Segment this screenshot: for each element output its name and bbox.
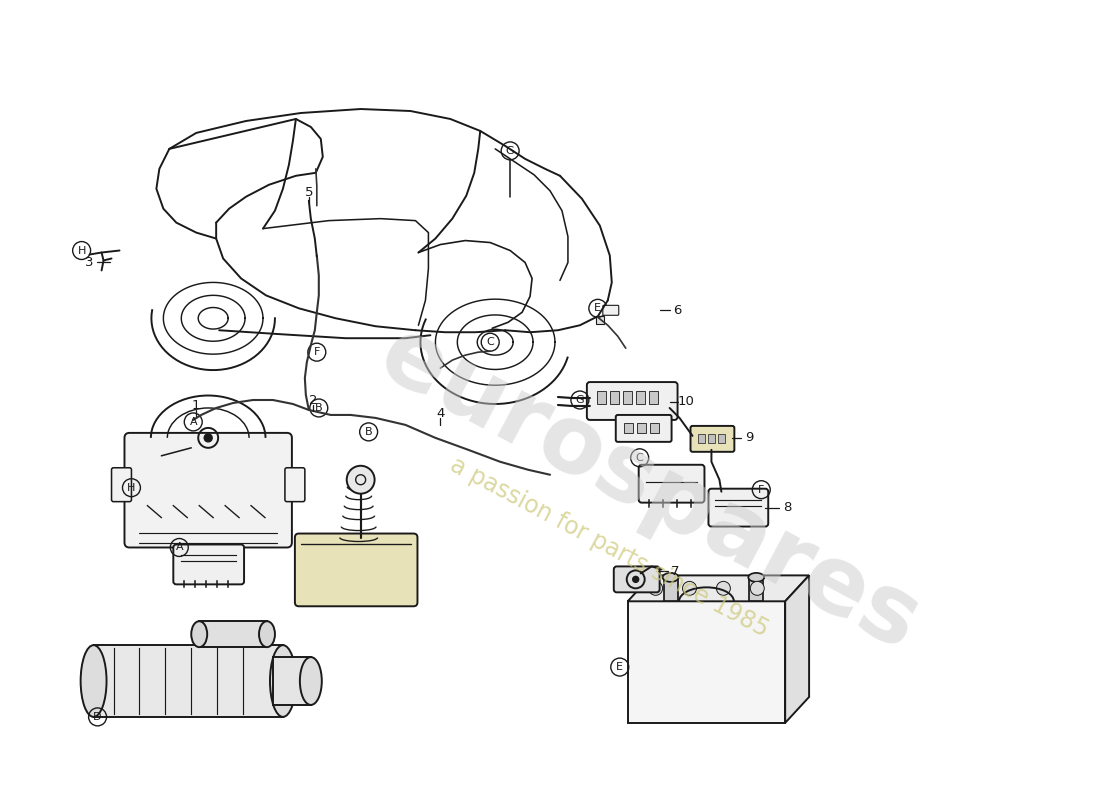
Ellipse shape	[270, 645, 296, 717]
Text: D: D	[94, 712, 102, 722]
Text: E: E	[616, 662, 624, 672]
Text: 2: 2	[309, 394, 317, 407]
Bar	[94, 645, 283, 717]
Bar	[649, 391, 658, 404]
Bar	[718, 434, 725, 443]
Bar	[596, 316, 604, 324]
FancyBboxPatch shape	[295, 534, 418, 606]
Text: 8: 8	[783, 501, 791, 514]
Bar	[628, 602, 785, 723]
FancyBboxPatch shape	[174, 545, 244, 584]
Text: 5: 5	[305, 186, 314, 199]
Text: F: F	[758, 485, 764, 494]
Text: C: C	[486, 338, 494, 347]
FancyBboxPatch shape	[111, 468, 132, 502]
Ellipse shape	[258, 622, 275, 647]
Text: H: H	[128, 482, 135, 493]
Text: eurospares: eurospares	[364, 309, 935, 670]
Ellipse shape	[191, 622, 207, 647]
Bar	[273, 657, 311, 705]
FancyBboxPatch shape	[285, 468, 305, 502]
Bar	[624, 423, 632, 433]
Bar	[623, 391, 631, 404]
Text: H: H	[77, 246, 86, 255]
Circle shape	[750, 582, 764, 595]
Bar	[597, 391, 606, 404]
Ellipse shape	[748, 573, 764, 582]
FancyBboxPatch shape	[587, 382, 678, 420]
Bar	[636, 391, 645, 404]
Text: F: F	[314, 347, 320, 357]
Text: G: G	[575, 395, 584, 405]
Circle shape	[716, 582, 730, 595]
Polygon shape	[785, 575, 810, 723]
Text: a passion for parts since 1985: a passion for parts since 1985	[447, 453, 773, 642]
FancyBboxPatch shape	[616, 415, 672, 442]
Ellipse shape	[300, 657, 322, 705]
Text: E: E	[594, 303, 602, 314]
Text: 4: 4	[437, 407, 444, 421]
Bar	[650, 423, 659, 433]
Bar	[609, 391, 619, 404]
FancyBboxPatch shape	[691, 426, 735, 452]
Polygon shape	[628, 575, 810, 602]
Text: A: A	[189, 417, 197, 427]
Text: C: C	[636, 453, 644, 462]
Bar	[698, 434, 705, 443]
FancyBboxPatch shape	[124, 433, 292, 547]
Text: G: G	[506, 146, 515, 156]
FancyBboxPatch shape	[614, 566, 660, 592]
Text: 7: 7	[671, 565, 680, 578]
Bar	[708, 434, 715, 443]
Circle shape	[632, 576, 639, 582]
Text: B: B	[315, 403, 322, 413]
Text: A: A	[176, 542, 183, 553]
Bar	[199, 622, 267, 647]
Ellipse shape	[662, 573, 679, 582]
Bar	[663, 578, 678, 602]
Text: 1: 1	[192, 399, 200, 413]
Bar	[637, 423, 646, 433]
Circle shape	[205, 434, 212, 442]
FancyBboxPatch shape	[639, 465, 704, 502]
Text: B: B	[365, 427, 373, 437]
Bar	[749, 578, 763, 602]
Text: 6: 6	[673, 304, 682, 317]
Text: 3: 3	[86, 256, 94, 269]
Circle shape	[649, 582, 662, 595]
Circle shape	[682, 582, 696, 595]
FancyBboxPatch shape	[603, 306, 619, 315]
Text: 9: 9	[745, 431, 754, 444]
FancyBboxPatch shape	[708, 489, 768, 526]
Ellipse shape	[80, 645, 107, 717]
Circle shape	[346, 466, 375, 494]
Text: 10: 10	[678, 395, 694, 409]
